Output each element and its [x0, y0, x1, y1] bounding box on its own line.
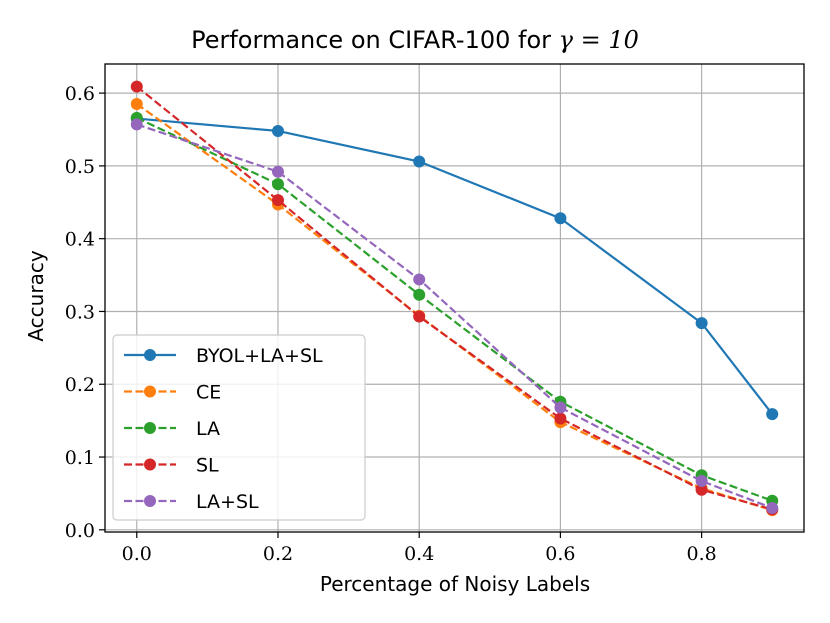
legend-label: CE [196, 382, 221, 404]
x-tick-label: 0.6 [545, 543, 575, 565]
plot-area [130, 80, 779, 517]
x-axis-label: Percentage of Noisy Labels [320, 572, 590, 596]
data-point-sl [695, 483, 708, 496]
chart-title-math: γ = 10 [559, 26, 639, 54]
chart-title-text: Performance on CIFAR-100 for [191, 26, 559, 54]
legend-item-la-sl: LA+SL [124, 491, 259, 513]
y-tick-label: 0.5 [65, 156, 95, 178]
data-point-la-sl [413, 273, 426, 286]
y-tick-label: 0.2 [65, 374, 95, 396]
legend-label: BYOL+LA+SL [196, 345, 323, 367]
legend-label: SL [196, 455, 219, 477]
legend-item-byol-la-sl: BYOL+LA+SL [124, 345, 323, 367]
data-point-byol-la-sl [554, 212, 567, 225]
series-line-sl [136, 85, 773, 511]
data-point-byol-la-sl [766, 408, 779, 421]
y-tick-label: 0.3 [65, 301, 95, 323]
series-line-byol-la-sl [136, 117, 774, 415]
plot-frame [104, 63, 805, 533]
legend-swatch-marker [144, 495, 156, 507]
series-line-ce [136, 103, 773, 512]
series-line-la-sl [136, 123, 773, 510]
data-point-sl [554, 412, 567, 425]
data-point-byol-la-sl [413, 155, 426, 168]
legend-box [112, 334, 366, 521]
y-axis-label: Accuracy [24, 250, 48, 341]
x-tick-label: 0.0 [122, 543, 152, 565]
legend-label: LA+SL [196, 491, 259, 513]
data-point-sl [413, 310, 426, 323]
data-point-sl [130, 80, 143, 93]
data-point-la-sl [554, 401, 567, 414]
y-tick-label: 0.4 [65, 229, 95, 251]
data-point-ce [130, 98, 143, 111]
data-point-la [413, 288, 426, 301]
legend: BYOL+LA+SL CE LA SL LA+SL [112, 334, 366, 521]
data-point-sl [271, 194, 284, 207]
legend-swatch-marker [144, 385, 156, 398]
data-point-la [271, 178, 284, 191]
data-point-la-sl [766, 501, 779, 514]
x-tick-label: 0.8 [687, 543, 717, 565]
data-point-la-sl [130, 118, 143, 131]
data-point-la-sl [271, 165, 284, 178]
legend-swatch-marker [144, 422, 156, 434]
axis-ticks: 0.0 0.2 0.4 0.6 0.8 0.0 0.1 0.2 0.3 0.4 0.5 0.6 [65, 83, 717, 565]
y-tick-label: 0.0 [65, 520, 95, 542]
legend-item-ce: CE [124, 382, 221, 404]
series-sl [130, 80, 779, 516]
y-tick-label: 0.1 [65, 447, 95, 469]
x-tick-label: 0.2 [263, 543, 293, 565]
x-tick-label: 0.4 [404, 543, 434, 565]
data-point-la-sl [695, 475, 708, 488]
y-tick-label: 0.6 [65, 83, 95, 105]
series-line-la [136, 116, 773, 502]
legend-item-sl: SL [124, 455, 219, 477]
legend-swatch-marker [144, 458, 156, 471]
data-point-byol-la-sl [695, 317, 708, 330]
legend-swatch-marker [144, 349, 156, 361]
series-la-sl [130, 118, 779, 514]
data-point-byol-la-sl [271, 124, 284, 137]
legend-item-la: LA [124, 418, 220, 440]
chart-title: Performance on CIFAR-100 for γ = 10 [191, 26, 639, 54]
legend-label: LA [196, 418, 220, 440]
